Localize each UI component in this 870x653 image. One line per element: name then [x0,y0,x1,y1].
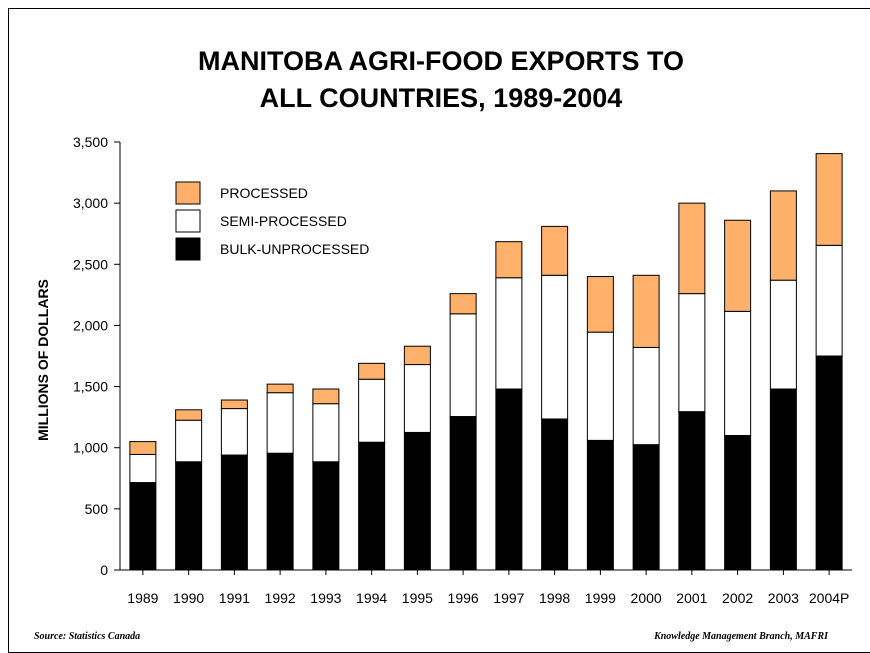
legend-swatch-bulk-unprocessed [175,237,201,261]
x-tick-label: 1997 [493,590,524,606]
y-tick-label: 500 [85,501,109,517]
bar-segment-processed-1993 [312,388,340,405]
x-tick-label: 1990 [173,590,204,606]
bar-segment-processed-1989 [129,441,157,455]
bar-segment-bulk-unprocessed-2001 [678,411,706,571]
legend-label-processed: PROCESSED [220,185,308,201]
y-tick-label: 1,500 [73,379,108,395]
bar-segment-semi-processed-2000 [632,346,660,446]
bar-segment-processed-2004p [815,153,843,246]
x-tick-label: 1999 [585,590,616,606]
bar-segment-semi-processed-1998 [541,274,569,420]
bar-segment-bulk-unprocessed-1998 [541,418,569,571]
bar-segment-processed-2000 [632,274,660,348]
x-tick-label: 1995 [402,590,433,606]
chart-title-line-2: ALL COUNTRIES, 1989-2004 [260,83,623,113]
chart-title-line-1: MANITOBA AGRI-FOOD EXPORTS TO [198,46,684,76]
bar-segment-processed-2001 [678,202,706,295]
bar-segment-bulk-unprocessed-1990 [175,461,203,571]
bar-segment-processed-1997 [495,241,523,279]
bar-segment-processed-2002 [724,219,752,312]
bar-segment-semi-processed-1989 [129,453,157,484]
x-tick-label: 2000 [631,590,662,606]
bar-segment-semi-processed-1993 [312,403,340,463]
bar-segment-processed-1992 [266,383,294,394]
bar-segment-bulk-unprocessed-2004p [815,355,843,571]
x-tick-label: 2003 [768,590,799,606]
x-tick-label: 2002 [722,590,753,606]
bars [129,153,843,571]
bar-segment-bulk-unprocessed-1999 [586,439,614,571]
bar-segment-semi-processed-2002 [724,310,752,436]
bar-segment-semi-processed-1994 [358,378,386,443]
bar-segment-semi-processed-1997 [495,277,523,390]
y-tick-label: 2,500 [73,256,108,272]
y-tick-label: 3,500 [73,134,108,150]
bar-segment-semi-processed-1990 [175,419,203,463]
source-note: Source: Statistics Canada [34,631,140,642]
bar-segment-processed-1995 [403,345,431,366]
y-tick-label: 1,000 [73,440,108,456]
legend-label-bulk-unprocessed: BULK-UNPROCESSED [220,241,369,257]
bar-segment-semi-processed-1999 [586,331,614,441]
bar-segment-bulk-unprocessed-1996 [449,416,477,571]
bar-segment-processed-1998 [541,225,569,276]
y-tick-label: 0 [100,562,108,578]
bar-segment-bulk-unprocessed-2000 [632,444,660,571]
bar-segment-processed-1991 [220,399,248,410]
bar-segment-semi-processed-2001 [678,293,706,413]
bar-segment-semi-processed-2003 [769,279,797,390]
legend-swatch-semi-processed [175,209,201,233]
legend-swatch-processed [175,181,201,205]
x-tick-label: 2001 [676,590,707,606]
bar-segment-bulk-unprocessed-1992 [266,452,294,571]
x-tick-label: 1991 [219,590,250,606]
bar-segment-bulk-unprocessed-1993 [312,461,340,571]
bar-segment-processed-1996 [449,293,477,315]
x-tick-label: 1992 [265,590,296,606]
bar-segment-processed-1999 [586,276,614,333]
bar-segment-semi-processed-1996 [449,313,477,418]
y-tick-label: 3,000 [73,195,108,211]
bar-segment-bulk-unprocessed-2003 [769,388,797,571]
x-tick-label: 1994 [356,590,387,606]
y-axis-label: MILLIONS OF DOLLARS [35,279,51,441]
x-tick-label: 1996 [448,590,479,606]
bar-segment-processed-1994 [358,362,386,380]
axes: 0 500 1,000 1,500 2,000 2,500 3,000 3,500 1989 19… [73,134,852,606]
bar-segment-bulk-unprocessed-2002 [724,434,752,571]
bar-segment-bulk-unprocessed-1997 [495,388,523,571]
bar-segment-bulk-unprocessed-1989 [129,482,157,571]
y-tick-label: 2,000 [73,317,108,333]
legend-label-semi-processed: SEMI-PROCESSED [220,213,347,229]
x-tick-label: 1998 [539,590,570,606]
bar-segment-semi-processed-1991 [220,408,248,456]
bar-segment-bulk-unprocessed-1994 [358,441,386,571]
bar-segment-semi-processed-1992 [266,392,294,454]
x-tick-label: 1993 [310,590,341,606]
bar-segment-semi-processed-2004p [815,244,843,357]
bar-segment-semi-processed-1995 [403,364,431,433]
bar-segment-bulk-unprocessed-1991 [220,454,248,571]
bar-segment-processed-2003 [769,190,797,281]
bar-segment-bulk-unprocessed-1995 [403,431,431,571]
credit-note: Knowledge Management Branch, MAFRI [653,631,829,642]
x-tick-label: 1989 [127,590,158,606]
bar-segment-processed-1990 [175,409,203,421]
x-tick-label: 2004P [809,590,849,606]
legend: PROCESSED SEMI-PROCESSED BULK-UNPROCESSED [175,181,369,261]
